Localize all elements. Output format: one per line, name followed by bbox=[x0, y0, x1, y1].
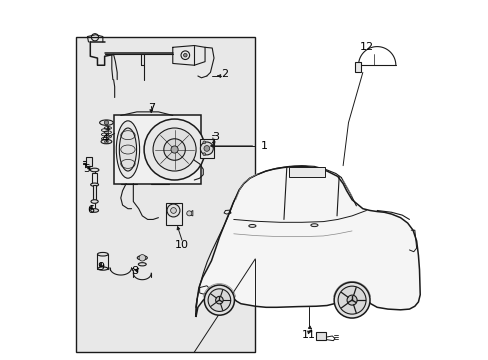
Circle shape bbox=[139, 255, 145, 261]
Text: 3: 3 bbox=[212, 132, 219, 142]
Text: 12: 12 bbox=[359, 42, 373, 52]
Polygon shape bbox=[195, 166, 419, 316]
Bar bbox=[316, 332, 325, 339]
Ellipse shape bbox=[116, 121, 139, 178]
Ellipse shape bbox=[137, 256, 147, 260]
Circle shape bbox=[163, 139, 185, 160]
Ellipse shape bbox=[100, 120, 113, 125]
Bar bbox=[289, 167, 325, 177]
Ellipse shape bbox=[91, 200, 98, 203]
Circle shape bbox=[346, 295, 356, 305]
Circle shape bbox=[167, 204, 180, 217]
Ellipse shape bbox=[138, 263, 146, 266]
Bar bbox=[76, 37, 255, 352]
Ellipse shape bbox=[90, 183, 99, 186]
Circle shape bbox=[183, 53, 187, 57]
Circle shape bbox=[204, 285, 234, 315]
Text: 2: 2 bbox=[221, 69, 228, 79]
Text: 6: 6 bbox=[86, 206, 94, 216]
Bar bbox=[354, 62, 361, 72]
Ellipse shape bbox=[119, 128, 136, 171]
Bar bbox=[92, 173, 97, 184]
Text: 8: 8 bbox=[131, 266, 139, 276]
Ellipse shape bbox=[310, 224, 317, 226]
Bar bbox=[93, 185, 96, 202]
Bar bbox=[199, 139, 214, 158]
Circle shape bbox=[337, 286, 366, 314]
Circle shape bbox=[170, 208, 176, 213]
Bar bbox=[165, 203, 182, 225]
Text: 7: 7 bbox=[147, 103, 155, 113]
Bar bbox=[86, 157, 92, 166]
Ellipse shape bbox=[98, 267, 108, 270]
Circle shape bbox=[200, 142, 213, 155]
Ellipse shape bbox=[101, 139, 112, 144]
Circle shape bbox=[215, 296, 223, 304]
Circle shape bbox=[208, 289, 230, 311]
Circle shape bbox=[186, 211, 191, 216]
Circle shape bbox=[104, 121, 108, 125]
Text: 4: 4 bbox=[101, 134, 108, 144]
Bar bbox=[113, 116, 201, 184]
Circle shape bbox=[171, 146, 178, 153]
Circle shape bbox=[203, 141, 205, 144]
Ellipse shape bbox=[90, 168, 99, 172]
Ellipse shape bbox=[90, 209, 99, 212]
Circle shape bbox=[104, 140, 108, 143]
Ellipse shape bbox=[97, 252, 108, 256]
Circle shape bbox=[203, 145, 209, 151]
Ellipse shape bbox=[248, 225, 255, 227]
Text: 1: 1 bbox=[260, 141, 267, 151]
Circle shape bbox=[203, 153, 205, 156]
Text: 10: 10 bbox=[174, 239, 188, 249]
Circle shape bbox=[144, 119, 204, 180]
Bar bbox=[97, 254, 108, 269]
Text: 9: 9 bbox=[97, 262, 103, 272]
Text: 11: 11 bbox=[302, 330, 315, 340]
Circle shape bbox=[153, 128, 196, 171]
Circle shape bbox=[333, 282, 369, 318]
Text: 5: 5 bbox=[83, 164, 90, 174]
